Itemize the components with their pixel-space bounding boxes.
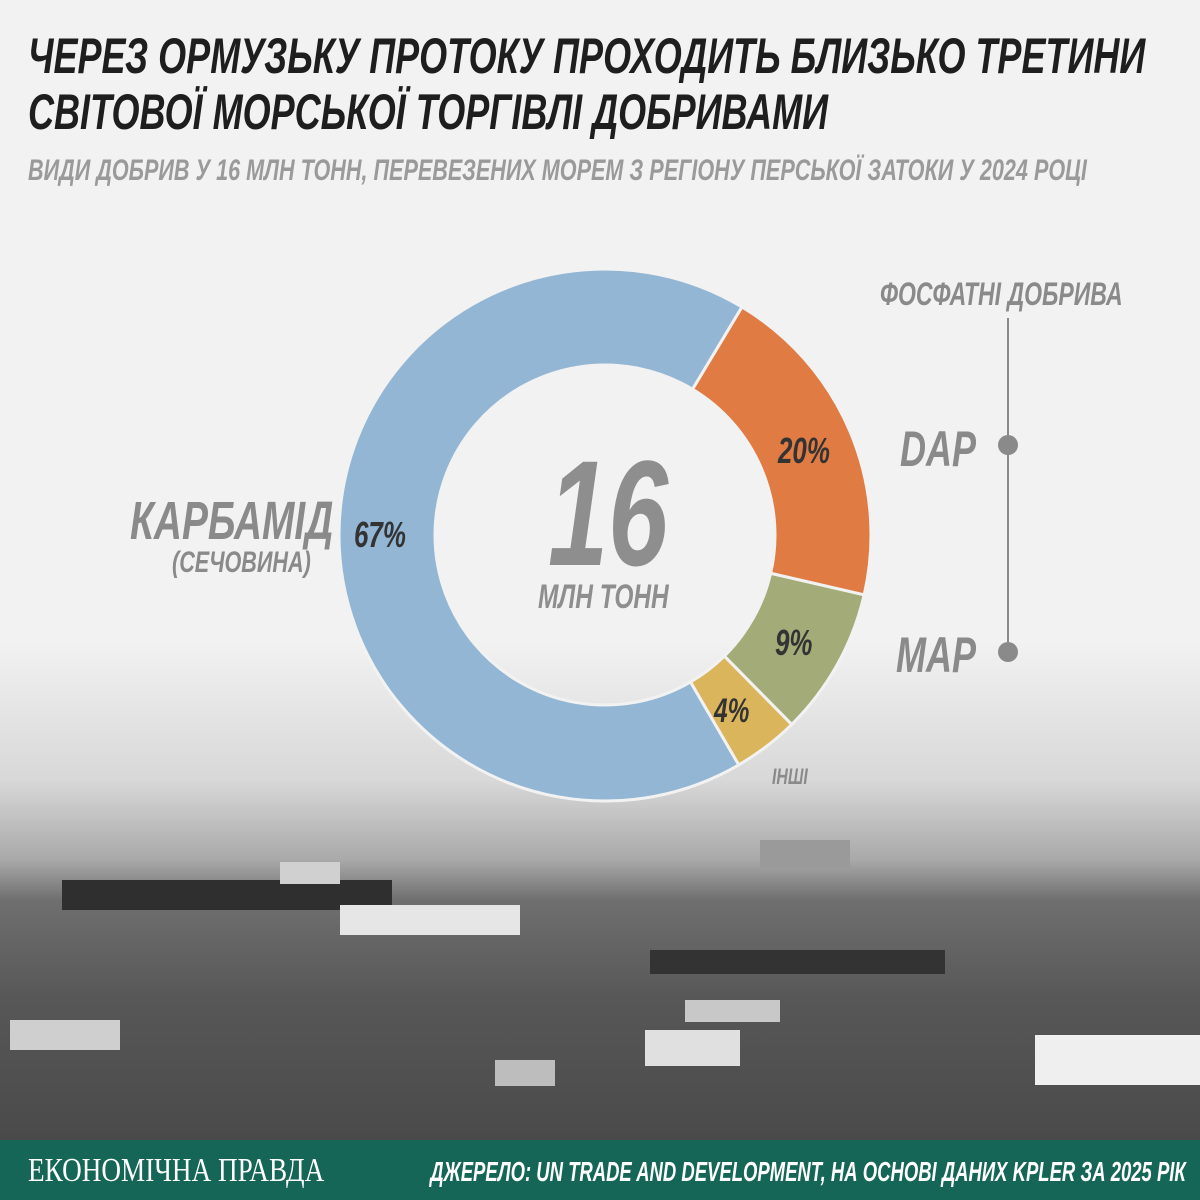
donut-slice-2 <box>688 653 794 767</box>
chart-title: ЧЕРЕЗ ОРМУЗЬКУ ПРОТОКУ ПРОХОДИТЬ БЛИЗЬКО… <box>28 28 1200 140</box>
footer: ЕКОНОМІЧНА ПРАВДА ДЖЕРЕЛО: UN TRADE AND … <box>0 1140 1200 1200</box>
slice-label-dap: 20% <box>778 430 830 471</box>
donut-slice-3 <box>337 267 745 803</box>
legend-dap: DAP <box>900 421 977 477</box>
ship <box>495 1060 555 1086</box>
title-line: СВІТОВОЇ МОРСЬКОЇ ТОРГІВЛІ ДОБРИВАМИ <box>28 84 829 140</box>
map-marker <box>998 642 1018 662</box>
ship <box>340 905 520 935</box>
slice-label-map: 9% <box>775 622 813 663</box>
subtitle-text: ВИДИ ДОБРИВ У 16 МЛН ТОНН, ПЕРЕВЕЗЕНИХ М… <box>28 154 1087 187</box>
legend-urea-note: (СЕЧОВИНА) <box>172 546 311 579</box>
legend-other: ІНШІ <box>772 764 808 789</box>
ship <box>62 880 392 910</box>
brand-logo: ЕКОНОМІЧНА ПРАВДА <box>28 1152 325 1189</box>
donut-chart <box>337 267 1018 803</box>
ship <box>645 1030 740 1066</box>
legend-urea: КАРБАМІД <box>130 491 334 551</box>
ship <box>10 1020 120 1050</box>
ship <box>280 862 340 884</box>
slice-label-urea: 67% <box>354 514 406 555</box>
slice-label-other: 4% <box>714 692 750 730</box>
ship <box>1035 1035 1200 1085</box>
group-label-phosphate: ФОСФАТНІ ДОБРИВА <box>880 276 1123 312</box>
ship <box>760 840 850 868</box>
center-unit: МЛН ТОНН <box>538 578 669 616</box>
donut-slice-1 <box>722 571 866 727</box>
ship <box>650 950 945 974</box>
source-note: ДЖЕРЕЛО: UN TRADE AND DEVELOPMENT, НА ОС… <box>430 1156 1186 1187</box>
ships-photo-background <box>0 0 1200 1140</box>
title-line: ЧЕРЕЗ ОРМУЗЬКУ ПРОТОКУ ПРОХОДИТЬ БЛИЗЬКО… <box>28 28 1146 84</box>
center-value: 16 <box>548 429 669 597</box>
chart-subtitle: ВИДИ ДОБРИВ У 16 МЛН ТОНН, ПЕРЕВЕЗЕНИХ М… <box>28 154 1200 188</box>
dap-marker <box>998 435 1018 455</box>
donut-slice-0 <box>690 304 873 597</box>
legend-map: MAP <box>896 627 976 683</box>
ship <box>685 1000 780 1022</box>
